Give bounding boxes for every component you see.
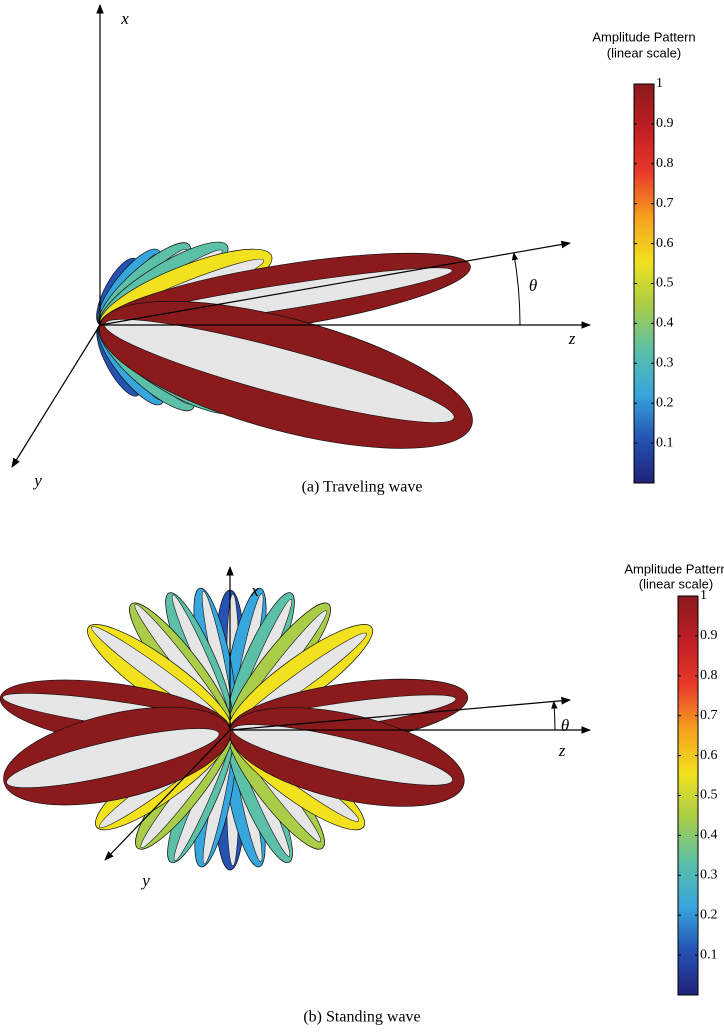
colorbar-tick-label: 1 [656,76,663,91]
colorbar-tick-label: 0.8 [700,668,718,683]
colorbar-tick-label: 0.1 [700,947,718,962]
x-label: x [120,9,129,28]
y-axis [11,324,101,468]
colorbar-tick-label: 0.5 [700,788,718,803]
colorbar-tick-label: 0.2 [700,907,718,922]
theta-arc [511,252,521,326]
colorbar-tick-label: 0.9 [656,116,674,131]
theta-arc [551,700,558,731]
y-label: y [140,871,150,890]
colorbar-tick-label: 0.3 [700,868,718,883]
panel: x y zθ (b) Standing wave Amplitude Pattern(l… [0,561,724,1026]
theta-line [99,240,571,326]
radiation-pattern [96,241,473,449]
colorbar-tick-label: 0.2 [656,395,674,410]
theta-label: θ [561,716,569,735]
colorbar-tick-label: 0.8 [656,156,674,171]
colorbar-tick-label: 0.6 [656,236,674,251]
panel: x y z θ (a) Traveling wave Amplitude Pattern(… [11,4,696,496]
x-label: x [250,581,259,600]
caption: (a) Traveling wave [302,479,423,496]
colorbar-subtitle: (linear scale) [607,45,681,60]
colorbar-tick-label: 0.7 [700,708,718,723]
colorbar-tick-label: 0.7 [656,196,674,211]
colorbar-tick-label: 0.4 [656,316,674,331]
y-label: y [32,471,42,490]
caption: (b) Standing wave [303,1009,420,1026]
colorbar-tick-label: 1 [700,588,707,603]
theta-line [229,696,571,731]
z-label: z [568,329,576,348]
colorbar-subtitle: (linear scale) [639,576,713,591]
colorbar-tick-label: 0.5 [656,276,674,291]
colorbar-tick-label: 0.9 [700,628,718,643]
colorbar-tick-label: 0.4 [700,828,718,843]
colorbar-title: Amplitude Pattern [592,29,695,44]
radiation-pattern [0,587,469,871]
y-axis [104,729,231,861]
colorbar-title: Amplitude Pattern [624,561,724,576]
colorbar-tick-label: 0.1 [656,435,674,450]
lobe-cut [6,728,220,789]
theta-label: θ [529,276,537,295]
z-label: z [558,741,566,760]
colorbar-tick-label: 0.6 [700,748,718,763]
colorbar-tick-label: 0.3 [656,356,674,371]
